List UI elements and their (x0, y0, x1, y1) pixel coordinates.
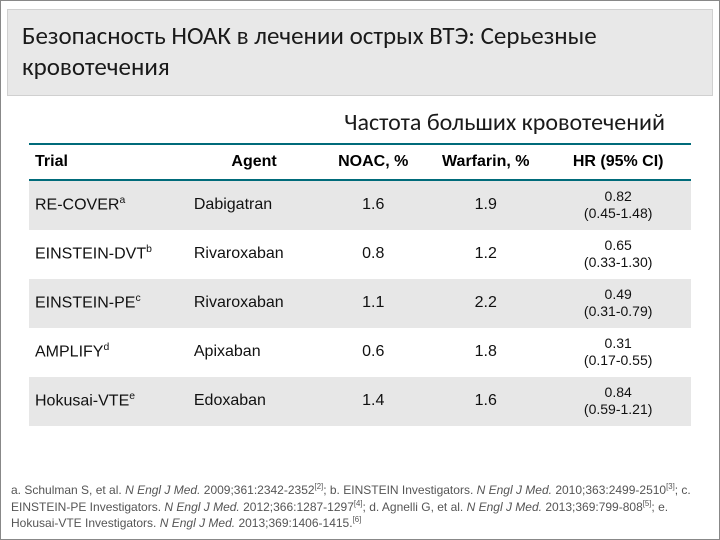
th-hr: HR (95% CI) (545, 144, 691, 180)
cell-warfarin: 1.9 (426, 180, 545, 230)
table-header-row: Trial Agent NOAC, % Warfarin, % HR (95% … (29, 144, 691, 180)
slide-title: Безопасность НОАК в лечении острых ВТЭ: … (22, 20, 698, 83)
fn-d-post: 2013;369:799-808 (542, 500, 643, 514)
trial-sup: c (135, 293, 140, 304)
table-wrap: Trial Agent NOAC, % Warfarin, % HR (95% … (29, 143, 691, 426)
fn-c-ref: [4] (354, 499, 363, 508)
hr-value: 0.84 (551, 384, 685, 402)
cell-trial: AMPLIFYd (29, 328, 188, 377)
fn-e-journal: N Engl J Med. (160, 516, 235, 530)
fn-a-journal: N Engl J Med. (125, 483, 200, 497)
title-band: Безопасность НОАК в лечении острых ВТЭ: … (7, 9, 713, 96)
cell-hr: 0.84(0.59-1.21) (545, 377, 691, 426)
cell-noac: 1.1 (320, 279, 426, 328)
trial-sup: d (103, 342, 109, 353)
fn-b-post: 2010;363:2499-2510 (552, 483, 666, 497)
fn-b-pre: ; b. EINSTEIN Investigators. (323, 483, 476, 497)
fn-a-ref: [2] (315, 482, 324, 491)
hr-value: 0.49 (551, 286, 685, 304)
cell-warfarin: 1.6 (426, 377, 545, 426)
trial-name: RE-COVER (35, 197, 119, 214)
th-agent: Agent (188, 144, 320, 180)
trial-name: EINSTEIN-DVT (35, 246, 146, 263)
table-row: Hokusai-VTEeEdoxaban1.41.60.84(0.59-1.21… (29, 377, 691, 426)
trial-sup: a (119, 195, 125, 206)
cell-trial: EINSTEIN-DVTb (29, 230, 188, 279)
subtitle-wrap: Частота больших кровотечений (1, 108, 695, 137)
cell-agent: Apixaban (188, 328, 320, 377)
trial-sup: b (146, 244, 152, 255)
table-row: EINSTEIN-PEcRivaroxaban1.12.20.49(0.31-0… (29, 279, 691, 328)
th-trial: Trial (29, 144, 188, 180)
cell-warfarin: 1.2 (426, 230, 545, 279)
hr-value: 0.31 (551, 335, 685, 353)
th-warfarin: Warfarin, % (426, 144, 545, 180)
cell-hr: 0.82(0.45-1.48) (545, 180, 691, 230)
cell-hr: 0.49(0.31-0.79) (545, 279, 691, 328)
footnotes: a. Schulman S, et al. N Engl J Med. 2009… (11, 482, 709, 531)
trial-name: EINSTEIN-PE (35, 295, 135, 312)
cell-noac: 0.8 (320, 230, 426, 279)
cell-hr: 0.65(0.33-1.30) (545, 230, 691, 279)
hr-ci: (0.17-0.55) (551, 352, 685, 370)
cell-agent: Dabigatran (188, 180, 320, 230)
cell-agent: Rivaroxaban (188, 279, 320, 328)
table-row: AMPLIFYdApixaban0.61.80.31(0.17-0.55) (29, 328, 691, 377)
cell-hr: 0.31(0.17-0.55) (545, 328, 691, 377)
bleeding-table: Trial Agent NOAC, % Warfarin, % HR (95% … (29, 143, 691, 426)
fn-d-pre: ; d. Agnelli G, et al. (363, 500, 467, 514)
hr-value: 0.65 (551, 237, 685, 255)
fn-b-ref: [3] (666, 482, 675, 491)
cell-noac: 0.6 (320, 328, 426, 377)
cell-trial: EINSTEIN-PEc (29, 279, 188, 328)
hr-value: 0.82 (551, 188, 685, 206)
table-row: EINSTEIN-DVTbRivaroxaban0.81.20.65(0.33-… (29, 230, 691, 279)
hr-ci: (0.33-1.30) (551, 254, 685, 272)
cell-warfarin: 2.2 (426, 279, 545, 328)
fn-c-journal: N Engl J Med. (164, 500, 239, 514)
cell-warfarin: 1.8 (426, 328, 545, 377)
cell-agent: Rivaroxaban (188, 230, 320, 279)
th-noac: NOAC, % (320, 144, 426, 180)
cell-trial: Hokusai-VTEe (29, 377, 188, 426)
fn-d-journal: N Engl J Med. (467, 500, 542, 514)
cell-noac: 1.6 (320, 180, 426, 230)
cell-trial: RE-COVERa (29, 180, 188, 230)
trial-name: Hokusai-VTE (35, 393, 129, 410)
fn-a-post: 2009;361:2342-2352 (200, 483, 314, 497)
trial-sup: e (129, 391, 135, 402)
fn-e-post: 2013;369:1406-1415. (235, 516, 352, 530)
cell-noac: 1.4 (320, 377, 426, 426)
hr-ci: (0.45-1.48) (551, 205, 685, 223)
table-body: RE-COVERaDabigatran1.61.90.82(0.45-1.48)… (29, 180, 691, 426)
fn-a-pre: a. Schulman S, et al. (11, 483, 125, 497)
table-row: RE-COVERaDabigatran1.61.90.82(0.45-1.48) (29, 180, 691, 230)
hr-ci: (0.31-0.79) (551, 303, 685, 321)
fn-c-post: 2012;366:1287-1297 (240, 500, 354, 514)
fn-b-journal: N Engl J Med. (477, 483, 552, 497)
fn-e-ref: [6] (353, 515, 362, 524)
subtitle: Частота больших кровотечений (344, 108, 665, 137)
trial-name: AMPLIFY (35, 344, 103, 361)
hr-ci: (0.59-1.21) (551, 401, 685, 419)
cell-agent: Edoxaban (188, 377, 320, 426)
